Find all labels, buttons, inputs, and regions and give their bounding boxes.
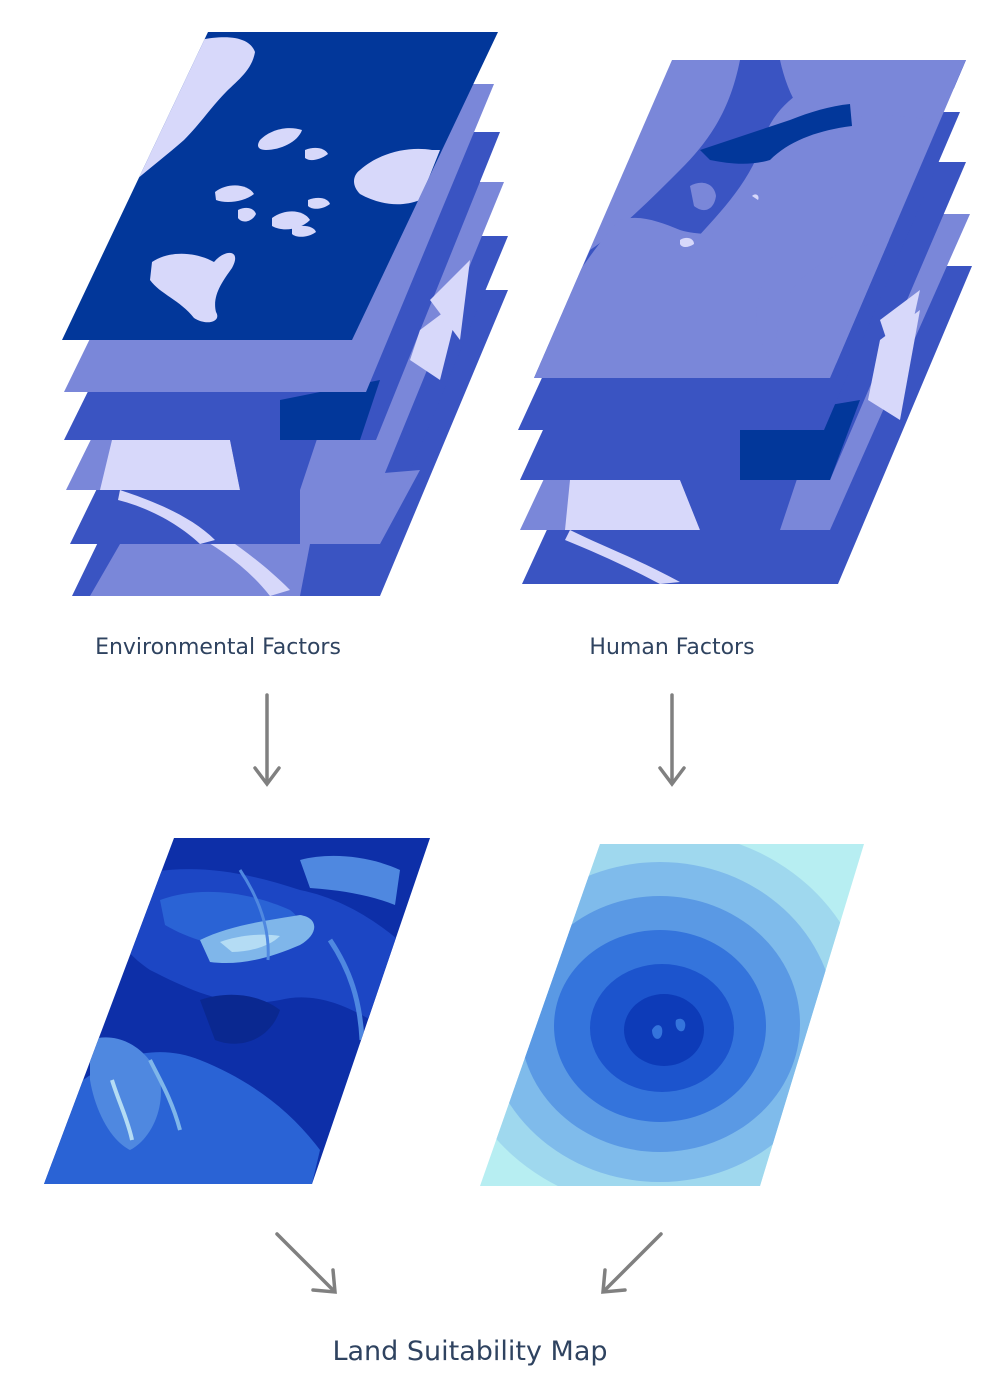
diagonal-arrow-human — [601, 1232, 663, 1294]
environmental-factors-label: Environmental Factors — [95, 635, 341, 660]
environmental-suitability-map — [44, 838, 430, 1184]
environmental-layer-1 — [62, 32, 498, 340]
human-layer-1 — [534, 60, 966, 378]
land-suitability-map-label: Land Suitability Map — [332, 1336, 607, 1367]
down-arrow-human — [658, 693, 686, 787]
down-arrow-environmental — [253, 693, 281, 787]
diagonal-arrow-environmental — [275, 1232, 337, 1294]
environmental-layer-stack — [62, 32, 508, 596]
human-factors-label: Human Factors — [589, 635, 754, 660]
human-suitability-map — [480, 844, 864, 1186]
human-layer-stack — [518, 60, 972, 584]
